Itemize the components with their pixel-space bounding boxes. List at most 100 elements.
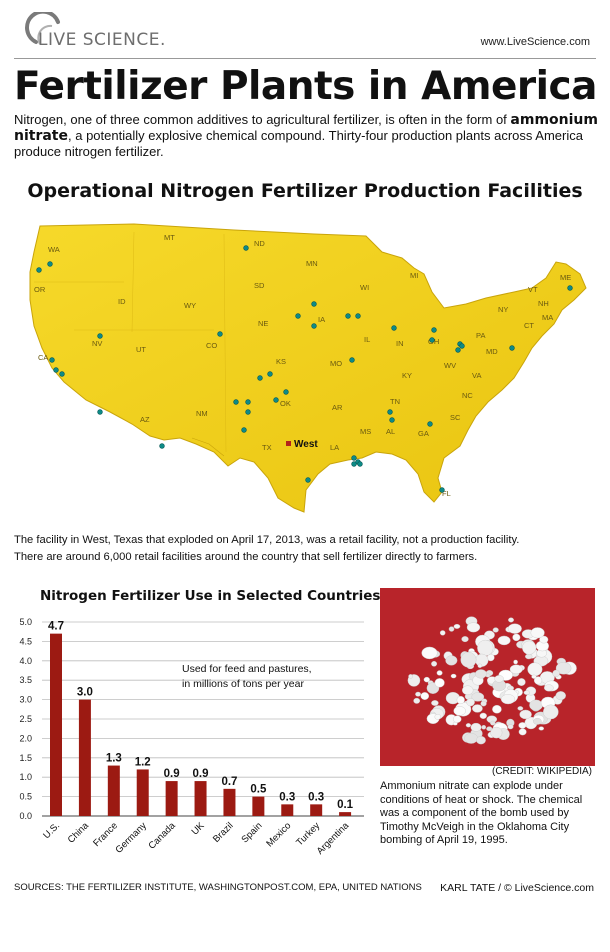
state-label-mt: MT — [164, 233, 175, 242]
x-tick-label: Brazil — [211, 820, 236, 845]
pellet — [452, 721, 458, 726]
bar-value-label: 0.5 — [250, 784, 267, 796]
bar-value-label: 0.9 — [193, 768, 209, 780]
state-label-ga: GA — [418, 429, 429, 438]
bar-value-label: 1.2 — [135, 756, 151, 768]
bar-value-label: 0.1 — [337, 799, 354, 811]
pellet — [450, 673, 457, 679]
state-label-ut: UT — [136, 345, 146, 354]
x-tick-label: Spain — [240, 820, 265, 845]
facility-dot — [36, 267, 42, 273]
x-tick-label: UK — [190, 820, 208, 838]
pellet — [466, 698, 475, 707]
pellet — [507, 623, 522, 634]
facility-dot — [311, 323, 317, 329]
state-label-sc: SC — [450, 413, 461, 422]
y-tick-label: 2.0 — [19, 733, 32, 743]
state-label-nc: NC — [462, 391, 473, 400]
x-tick-label: Canada — [146, 820, 178, 852]
pellet — [508, 617, 514, 623]
pellet — [452, 715, 462, 723]
photo-credit: (CREDIT: WIKIPEDIA) — [491, 766, 592, 777]
facility-dot — [47, 261, 53, 267]
facility-dot — [439, 487, 445, 493]
x-tick-label: Mexico — [264, 820, 293, 849]
pellet — [530, 627, 545, 639]
facility-dot — [245, 409, 251, 415]
x-tick-label: Germany — [113, 820, 149, 856]
facility-dot — [257, 375, 263, 381]
pellet — [461, 636, 469, 643]
x-tick-label: China — [66, 820, 92, 846]
pellet — [555, 662, 572, 675]
pellet — [479, 712, 487, 719]
y-tick-label: 4.5 — [19, 636, 32, 646]
fertilizer-use-bar-chart: 0.0 0.5 1.0 1.5 2.0 2.5 3.0 3.5 4.0 4.5 5.0 Used f… — [19, 617, 364, 857]
pellet — [436, 670, 443, 676]
state-label-ky: KY — [402, 371, 412, 380]
state-label-mn: MN — [306, 259, 318, 268]
bar-value-label: 3.0 — [77, 687, 93, 699]
bar-spain — [252, 796, 265, 816]
pellet — [538, 726, 544, 731]
pellet — [533, 717, 542, 725]
pellet — [531, 674, 537, 679]
facility-dot — [355, 313, 361, 319]
intro-highlight: ammonium nitrate — [14, 112, 598, 144]
state-label-mo: MO — [330, 359, 342, 368]
facility-dot — [49, 357, 55, 363]
bar-france — [107, 765, 120, 816]
facility-dot — [387, 409, 393, 415]
pellet — [465, 723, 471, 728]
pellet — [453, 624, 461, 629]
pellet — [492, 705, 502, 714]
state-label-md: MD — [486, 347, 498, 356]
state-label-ca: CA — [38, 353, 48, 362]
ammonium-nitrate-photo — [380, 588, 595, 766]
state-label-va: VA — [472, 371, 481, 380]
logo-text: LIVE SCIENCE. — [38, 30, 166, 50]
state-label-sd: SD — [254, 281, 265, 290]
state-label-wa: WA — [48, 245, 60, 254]
page-title: Fertilizer Plants in America — [14, 64, 597, 109]
state-label-in: IN — [396, 339, 404, 348]
facility-dot — [351, 455, 357, 461]
us-facilities-map: WA OR CA NV ID MT WY UT AZ CO NM ND SD NE KS OK TX MN IA MO… — [29, 223, 587, 513]
pellet — [420, 692, 430, 700]
y-tick-label: 0.0 — [19, 811, 32, 821]
bar-value-label: 4.7 — [48, 621, 64, 633]
west-texas-marker — [286, 441, 291, 446]
y-tick-label: 1.0 — [19, 772, 32, 782]
bar-china — [78, 699, 91, 816]
pellet — [522, 640, 537, 655]
facility-dot — [159, 443, 165, 449]
pellet — [539, 635, 549, 644]
facility-dot — [389, 417, 395, 423]
pellet — [431, 700, 439, 706]
facility-dot — [357, 461, 363, 467]
bar-uk — [194, 781, 207, 816]
pellet — [519, 709, 532, 720]
x-tick-label: U.S. — [41, 820, 62, 841]
x-tick-label: Argentina — [315, 820, 352, 857]
state-label-nv: NV — [92, 339, 102, 348]
map-note-line-2: There are around 6,000 retail facilities… — [14, 551, 478, 563]
y-tick-label: 4.0 — [19, 656, 32, 666]
bar-value-label: 0.3 — [308, 791, 324, 803]
pellet — [439, 630, 446, 636]
pellet — [453, 706, 466, 716]
facility-dot — [509, 345, 515, 351]
live-science-logo[interactable] — [14, 12, 154, 56]
state-label-fl: FL — [442, 489, 451, 498]
y-tick-label: 1.5 — [19, 753, 32, 763]
pellet — [475, 669, 487, 679]
state-label-ct: CT — [524, 321, 534, 330]
site-url[interactable]: www.LiveScience.com — [480, 36, 590, 48]
header-divider — [14, 58, 596, 59]
photo-caption: Ammonium nitrate can explode under condi… — [380, 780, 583, 846]
facility-dot — [429, 337, 435, 343]
pellet — [517, 678, 526, 686]
facility-dot — [567, 285, 573, 291]
facility-dot — [295, 313, 301, 319]
pellet — [431, 660, 438, 667]
